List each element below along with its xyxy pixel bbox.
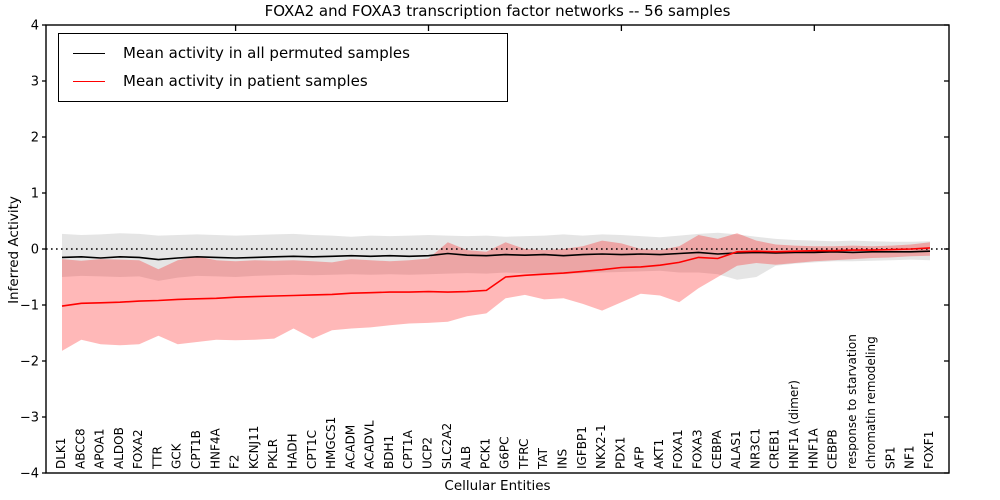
x-category-label: response to starvation [845, 334, 859, 469]
patient-confidence-band [62, 233, 930, 351]
x-category-label: FOXF1 [922, 431, 936, 469]
x-category-label: KCNJ11 [247, 426, 261, 469]
x-category-label: TAT [536, 447, 550, 470]
x-category-label: TFRC [517, 439, 531, 470]
x-category-label: AKT1 [652, 439, 666, 469]
y-axis-label: Inferred Activity [6, 196, 22, 304]
x-category-label: INS [556, 449, 570, 469]
legend-label-permuted: Mean activity in all permuted samples [123, 44, 410, 62]
x-category-label: AFP [633, 447, 647, 469]
x-category-label: HNF4A [208, 427, 222, 469]
x-category-label: IGFBP1 [575, 426, 589, 469]
x-category-label: NR3C1 [748, 428, 762, 469]
x-category-label: TTR [150, 446, 164, 470]
x-category-label: ALDOB [112, 427, 126, 469]
permuted-mean-line [61, 250, 931, 261]
x-category-label: CEBPA [710, 429, 724, 469]
x-category-label: ALB [459, 446, 473, 469]
legend-label-patient: Mean activity in patient samples [123, 72, 368, 90]
legend-line-sample-patient [73, 80, 105, 82]
x-category-label: CPT1C [305, 430, 319, 469]
y-tick-label: −1 [20, 299, 39, 314]
y-tick-label: 2 [31, 131, 39, 146]
y-tick-label: −4 [20, 467, 39, 482]
x-category-label: APOA1 [93, 428, 107, 469]
x-category-label: HMGCS1 [324, 417, 338, 469]
legend-line-sample-permuted [73, 52, 105, 54]
x-category-label: CREB1 [768, 429, 782, 469]
x-category-label: PCK1 [478, 438, 492, 469]
chart-title: FOXA2 and FOXA3 transcription factor net… [264, 2, 731, 20]
x-category-label: ACADVL [363, 420, 377, 469]
x-category-label: SLC2A2 [440, 423, 454, 469]
y-tick-label: 0 [31, 243, 39, 258]
y-tick-label: 3 [31, 75, 39, 90]
permuted-confidence-band [62, 232, 930, 281]
patient-mean-line [61, 247, 931, 307]
x-category-label: ALAS1 [729, 430, 743, 469]
x-category-label: F2 [228, 454, 242, 469]
x-category-label: chromatin remodeling [864, 336, 878, 469]
legend: Mean activity in all permuted samples Me… [58, 33, 508, 102]
x-category-label: CPT1A [401, 429, 415, 469]
x-category-label: PKLR [266, 439, 280, 469]
x-category-label: G6PC [498, 436, 512, 469]
x-category-label: BDH1 [382, 435, 396, 469]
y-tick-label: −2 [20, 355, 39, 370]
x-category-label: HADH [286, 434, 300, 470]
x-category-label: ACADM [343, 425, 357, 469]
x-category-label: FOXA1 [671, 429, 685, 469]
x-category-label: HNF1A (dimer) [787, 380, 801, 469]
y-tick-label: −3 [20, 411, 39, 426]
x-category-label: UCP2 [421, 437, 435, 469]
x-category-label: CEBPB [826, 429, 840, 469]
x-category-label: SP1 [883, 447, 897, 470]
x-category-label: NKX2-1 [594, 424, 608, 469]
y-tick-label: 4 [31, 19, 39, 34]
x-category-label: GCK [170, 442, 184, 469]
x-category-label: ABCC8 [73, 428, 87, 469]
legend-entry-permuted: Mean activity in all permuted samples [59, 39, 507, 67]
legend-entry-patient: Mean activity in patient samples [59, 67, 507, 95]
x-axis-label: Cellular Entities [444, 478, 551, 494]
x-category-label: NF1 [903, 445, 917, 469]
x-category-label: CPT1B [189, 430, 203, 469]
x-category-label: PDX1 [613, 437, 627, 469]
x-category-label: HNF1A [806, 427, 820, 469]
x-category-label: FOXA3 [691, 429, 705, 469]
x-category-label: DLK1 [54, 438, 68, 469]
x-category-label: FOXA2 [131, 429, 145, 469]
y-tick-label: 1 [31, 187, 39, 202]
